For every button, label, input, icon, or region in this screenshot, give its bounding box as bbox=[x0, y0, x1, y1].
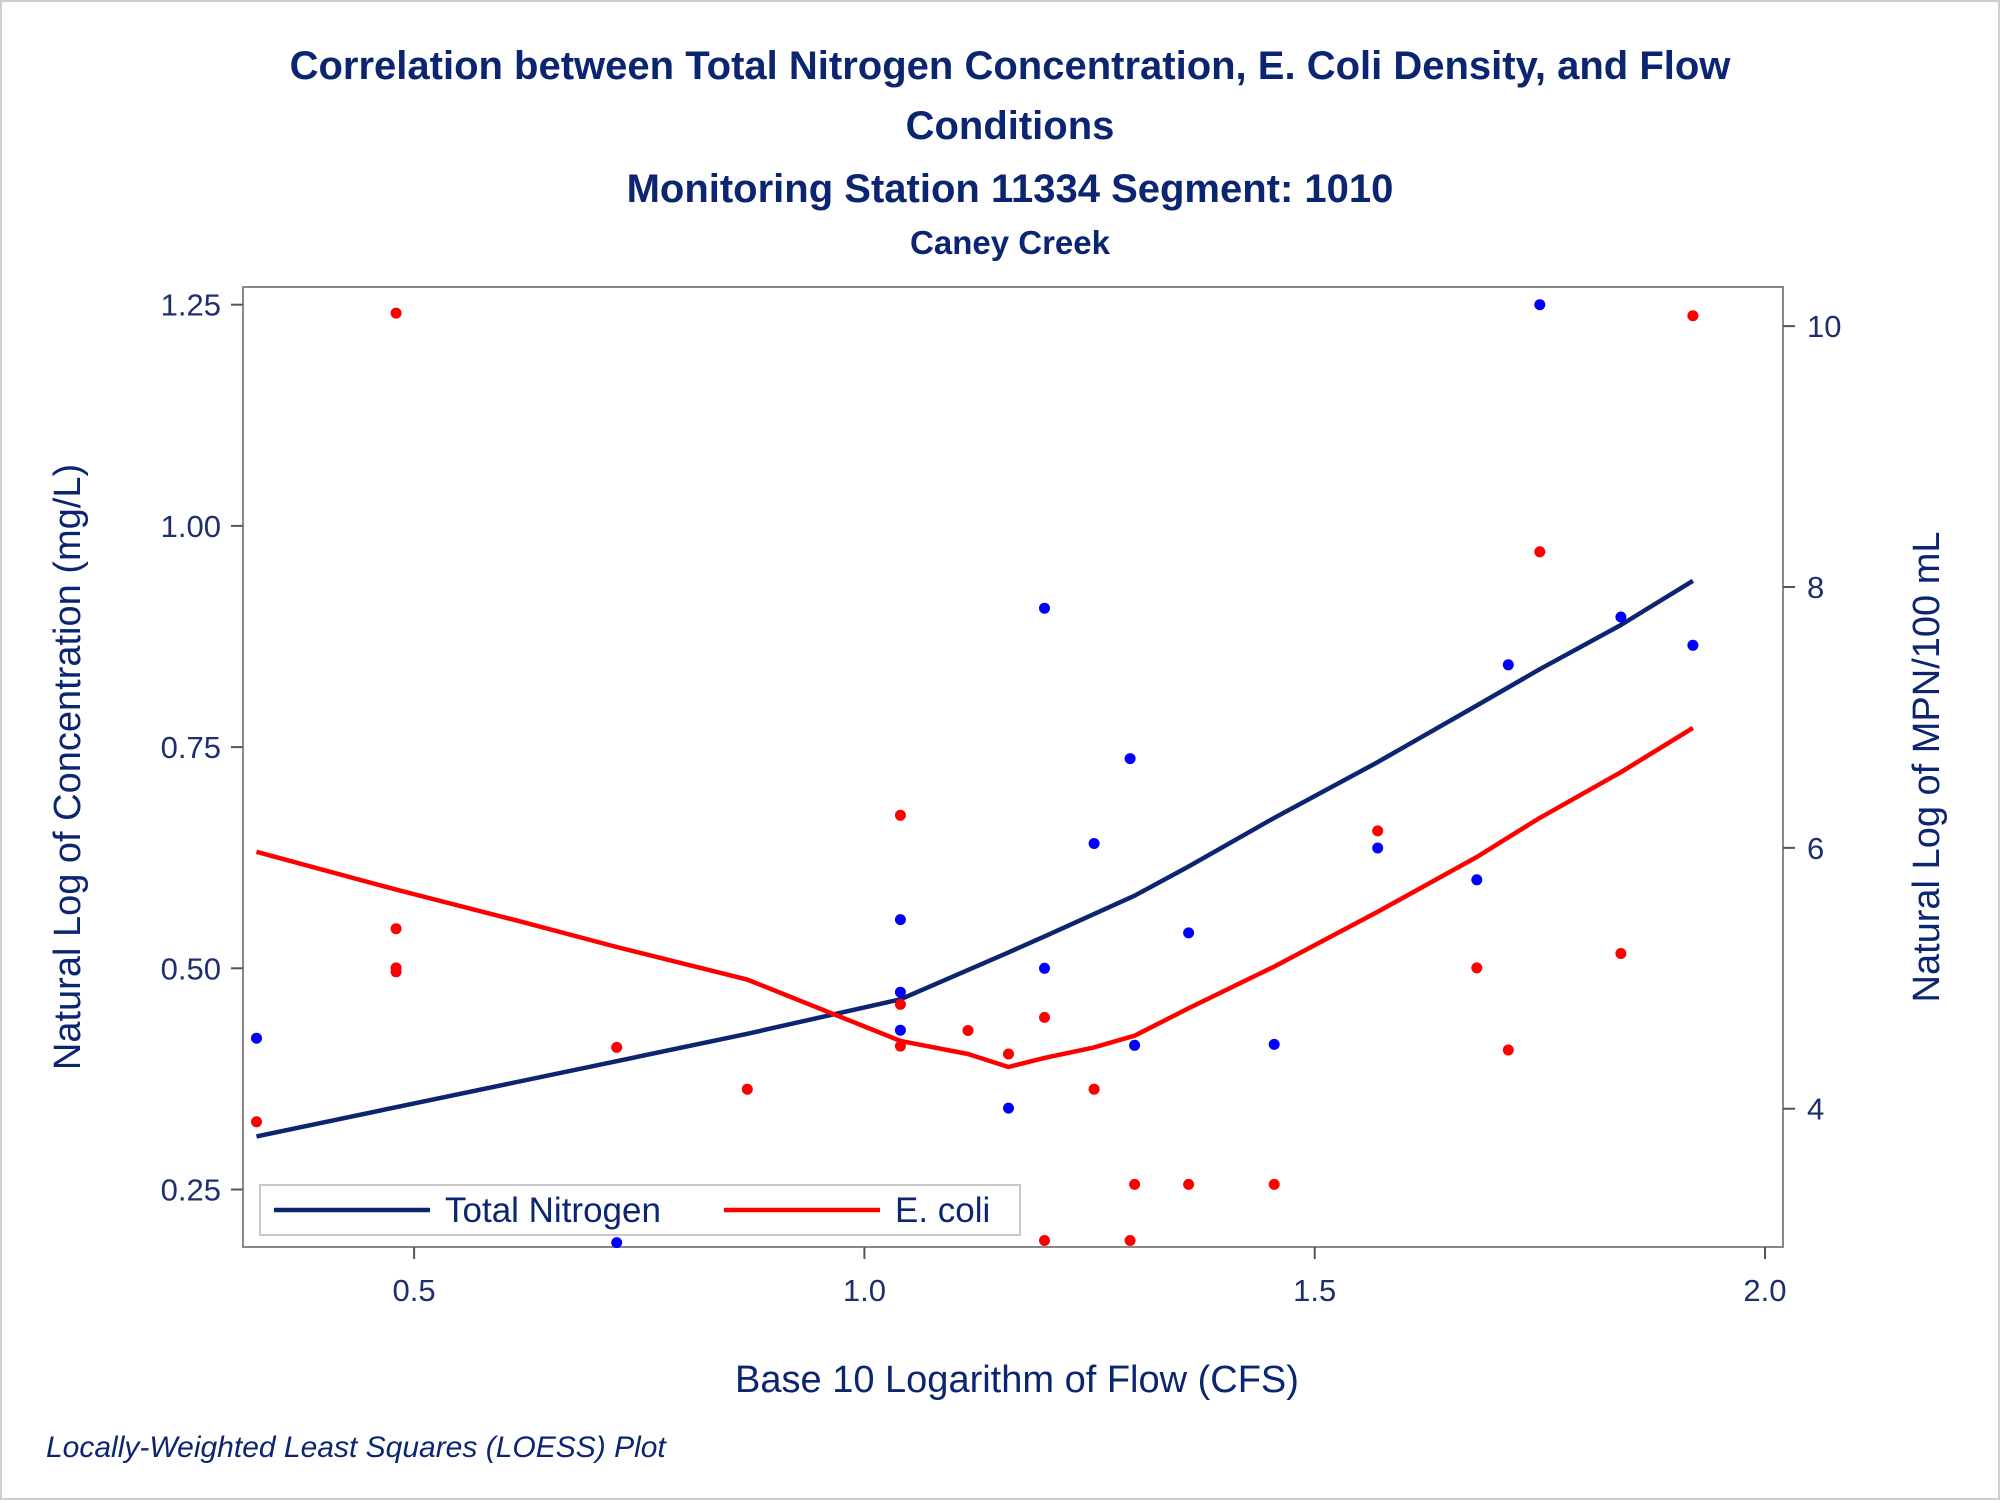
data-point-total-nitrogen bbox=[1687, 639, 1699, 651]
data-point-e-coli bbox=[1088, 1083, 1100, 1095]
data-point-total-nitrogen bbox=[1471, 874, 1483, 886]
y2-axis-label: Natural Log of MPN/100 mL bbox=[1906, 531, 1948, 1002]
data-point-total-nitrogen bbox=[1039, 962, 1050, 974]
y-tick-label: 1.25 bbox=[161, 288, 221, 323]
loess-line-e-coli bbox=[255, 725, 1695, 1070]
data-point-e-coli bbox=[1183, 1178, 1195, 1190]
data-point-e-coli bbox=[1003, 1048, 1014, 1060]
y2-tick-label: 4 bbox=[1807, 1092, 1824, 1127]
y2-tick-label: 6 bbox=[1807, 831, 1824, 866]
y2-tick-label: 10 bbox=[1807, 309, 1841, 344]
data-point-e-coli bbox=[1039, 1235, 1050, 1246]
data-point-total-nitrogen bbox=[251, 1032, 262, 1044]
data-point-total-nitrogen bbox=[894, 914, 906, 926]
data-point-e-coli bbox=[894, 998, 906, 1010]
data-point-e-coli bbox=[1615, 948, 1627, 959]
data-point-total-nitrogen bbox=[1534, 299, 1546, 311]
data-point-total-nitrogen bbox=[1129, 1039, 1141, 1051]
data-point-total-nitrogen bbox=[894, 986, 906, 998]
data-point-total-nitrogen bbox=[1502, 659, 1514, 671]
data-point-e-coli bbox=[251, 1116, 262, 1128]
data-point-total-nitrogen bbox=[1039, 602, 1050, 614]
data-point-e-coli bbox=[1129, 1178, 1141, 1190]
data-point-total-nitrogen bbox=[1088, 838, 1100, 849]
footnote: Locally-Weighted Least Squares (LOESS) P… bbox=[46, 1431, 667, 1464]
data-point-e-coli bbox=[1268, 1178, 1280, 1190]
y-tick-label: 0.50 bbox=[161, 951, 221, 986]
data-points bbox=[251, 299, 1699, 1249]
data-point-e-coli bbox=[1502, 1044, 1514, 1056]
chart-title-continued: Conditions bbox=[906, 104, 1115, 148]
y2-tick-label: 8 bbox=[1807, 570, 1824, 605]
data-point-e-coli bbox=[1471, 962, 1483, 974]
data-point-e-coli bbox=[1039, 1011, 1050, 1023]
data-point-e-coli bbox=[894, 1040, 906, 1052]
chart-subtitle-location: Caney Creek bbox=[910, 224, 1111, 261]
legend: Total Nitrogen E. coli bbox=[259, 1184, 1021, 1236]
data-point-total-nitrogen bbox=[1183, 927, 1195, 939]
data-point-total-nitrogen bbox=[1003, 1102, 1014, 1114]
plot-area bbox=[242, 286, 1784, 1248]
data-point-e-coli bbox=[390, 923, 402, 935]
loess-curves bbox=[255, 578, 1695, 1139]
data-point-total-nitrogen bbox=[1372, 842, 1384, 854]
data-point-e-coli bbox=[611, 1041, 623, 1053]
chart-subtitle: Monitoring Station 11334 Segment: 1010 bbox=[627, 167, 1394, 211]
data-point-total-nitrogen bbox=[1615, 611, 1627, 623]
data-point-e-coli bbox=[1687, 310, 1699, 322]
data-point-e-coli bbox=[741, 1083, 753, 1095]
axes: 0.5 1.0 1.5 2.0 0.25 0.50 0.75 1.00 1.25 4 6 8 10 bbox=[161, 288, 1842, 1308]
data-point-e-coli bbox=[1124, 1235, 1136, 1246]
x-tick-label: 1.0 bbox=[843, 1273, 886, 1308]
data-point-total-nitrogen bbox=[1124, 753, 1136, 765]
data-point-e-coli bbox=[390, 966, 402, 978]
data-point-total-nitrogen bbox=[611, 1237, 623, 1249]
data-point-e-coli bbox=[1534, 546, 1546, 558]
y-tick-label: 0.25 bbox=[161, 1172, 221, 1207]
legend-label-total-nitrogen: Total Nitrogen bbox=[445, 1191, 661, 1230]
y-tick-label: 0.75 bbox=[161, 730, 221, 765]
y-axis-label: Natural Log of Concentration (mg/L) bbox=[47, 464, 89, 1070]
legend-label-e-coli: E. coli bbox=[895, 1191, 990, 1230]
x-tick-label: 2.0 bbox=[1743, 1273, 1786, 1308]
data-point-total-nitrogen bbox=[894, 1024, 906, 1036]
x-tick-label: 1.5 bbox=[1293, 1273, 1336, 1308]
data-point-e-coli bbox=[962, 1025, 974, 1036]
data-point-total-nitrogen bbox=[1268, 1038, 1280, 1050]
chart-title: Correlation between Total Nitrogen Conce… bbox=[290, 44, 1732, 88]
loess-line-total-nitrogen bbox=[256, 578, 1695, 1139]
data-point-e-coli bbox=[1372, 825, 1384, 837]
data-point-e-coli bbox=[894, 809, 906, 821]
x-tick-label: 0.5 bbox=[393, 1273, 436, 1308]
y-tick-label: 1.00 bbox=[161, 509, 221, 544]
data-point-e-coli bbox=[390, 307, 402, 319]
x-axis-label: Base 10 Logarithm of Flow (CFS) bbox=[735, 1359, 1299, 1401]
